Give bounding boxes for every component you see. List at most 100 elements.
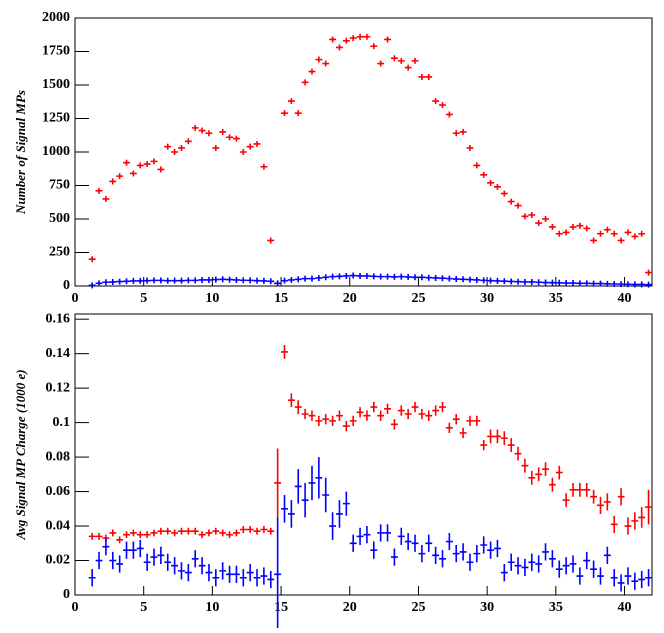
data-point (645, 269, 652, 276)
data-point (645, 569, 652, 587)
data-point (514, 557, 522, 575)
data-point (198, 276, 206, 283)
data-point (569, 280, 577, 287)
data-point (116, 536, 124, 544)
data-point (411, 274, 419, 281)
data-point (645, 281, 652, 288)
data-point (404, 532, 412, 551)
data-point (542, 543, 549, 561)
data-point (603, 280, 611, 287)
data-point (418, 274, 426, 281)
data-point (191, 527, 199, 535)
data-point (95, 532, 103, 540)
data-point (88, 532, 96, 540)
data-point (123, 278, 130, 285)
data-point (610, 515, 618, 533)
data-point (232, 276, 240, 283)
data-point (342, 420, 350, 432)
data-point (487, 541, 495, 559)
data-point (528, 211, 536, 218)
data-point (494, 539, 501, 558)
data-point (432, 98, 440, 105)
data-point (363, 33, 371, 40)
data-point (576, 280, 584, 287)
data-point (253, 140, 261, 147)
data-point (631, 233, 639, 240)
x-tick-label: 30 (480, 600, 494, 615)
y-tick-label: 0.14 (46, 346, 71, 361)
data-point (171, 149, 179, 155)
data-point (226, 565, 233, 583)
data-point (404, 64, 412, 71)
data-point (555, 279, 563, 286)
data-point (480, 171, 488, 178)
y-tick-label: 0.02 (46, 553, 71, 568)
plot-frame (74, 313, 653, 596)
data-point (507, 278, 515, 285)
data-point (308, 275, 316, 282)
data-point (116, 278, 124, 285)
data-point (109, 178, 117, 185)
data-point (597, 230, 604, 237)
data-point (418, 73, 426, 80)
data-point (590, 280, 598, 287)
data-point (123, 531, 130, 539)
data-point (555, 465, 563, 480)
x-tick-label: 35 (549, 291, 563, 306)
data-point (274, 280, 282, 287)
data-point (507, 553, 515, 571)
data-point (597, 496, 604, 514)
data-point (239, 277, 247, 284)
data-point (342, 37, 350, 44)
x-tick-label: 20 (343, 291, 357, 306)
data-point (397, 527, 405, 546)
data-point (171, 557, 179, 575)
data-point (425, 534, 433, 552)
data-point (459, 427, 467, 439)
y-tick-label: 0.08 (46, 449, 71, 464)
data-point (315, 56, 323, 63)
data-point (226, 531, 233, 539)
x-tick-label: 5 (140, 291, 147, 306)
data-point (597, 280, 604, 287)
data-point (439, 275, 446, 282)
data-point (439, 102, 446, 109)
data-point (294, 110, 302, 117)
data-point (384, 36, 391, 43)
data-point (390, 419, 398, 430)
data-point (157, 277, 165, 284)
data-point (281, 495, 288, 523)
data-point (171, 277, 179, 284)
data-point (336, 44, 343, 51)
data-point (370, 401, 378, 413)
data-point (548, 279, 556, 286)
data-point (555, 560, 563, 578)
data-point (178, 527, 185, 535)
data-point (246, 563, 254, 582)
data-point (445, 532, 453, 551)
data-point (548, 477, 556, 492)
data-point (452, 413, 460, 425)
data-point (631, 572, 639, 590)
data-point (473, 162, 481, 169)
data-point (363, 526, 371, 544)
data-point (267, 278, 275, 285)
data-point (562, 493, 570, 508)
data-point (178, 277, 185, 284)
data-point (452, 276, 460, 283)
data-point (164, 527, 172, 535)
data-point (384, 524, 391, 542)
data-point (308, 465, 316, 501)
data-point (143, 161, 151, 168)
data-point (555, 230, 563, 237)
data-point (377, 524, 385, 542)
data-point (617, 281, 625, 288)
data-point (88, 569, 96, 587)
data-point (597, 567, 604, 585)
data-point (129, 541, 137, 559)
data-point (308, 410, 316, 421)
data-point (521, 213, 529, 220)
data-point (143, 553, 151, 571)
data-point (164, 143, 172, 150)
data-point (576, 567, 584, 585)
